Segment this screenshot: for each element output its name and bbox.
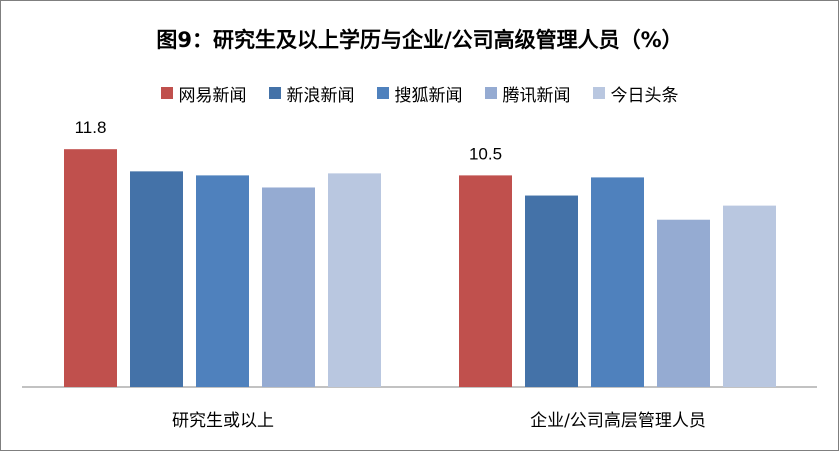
category-label: 企业/公司高层管理人员 <box>530 411 706 431</box>
legend-label: 腾讯新闻 <box>502 85 571 106</box>
bar <box>657 219 710 387</box>
legend-swatch <box>268 87 281 99</box>
legend-item: 今日头条 <box>592 81 679 106</box>
chart-legend: 网易新闻 新浪新闻 搜狐新闻 腾讯新闻 今日头条 <box>0 81 839 106</box>
legend-label: 网易新闻 <box>178 85 247 106</box>
data-label: 11.8 <box>75 118 107 137</box>
bar <box>130 171 183 387</box>
legend-label: 搜狐新闻 <box>394 85 463 106</box>
chart-title: 图9：研究生及以上学历与企业/公司高级管理人员（%） <box>156 28 683 52</box>
bar <box>196 175 249 387</box>
bar <box>328 173 381 387</box>
bar <box>525 195 578 387</box>
legend-item: 搜狐新闻 <box>376 81 463 106</box>
legend-swatch <box>376 87 389 99</box>
bar <box>459 175 512 387</box>
legend-item: 腾讯新闻 <box>484 81 571 106</box>
bar <box>591 177 644 387</box>
category-label: 研究生或以上 <box>172 411 274 431</box>
bar <box>64 149 117 387</box>
data-label: 10.5 <box>469 144 502 163</box>
legend-item: 网易新闻 <box>160 81 247 106</box>
legend-swatch <box>592 87 605 99</box>
bar <box>723 205 776 387</box>
legend-item: 新浪新闻 <box>268 81 355 106</box>
legend-swatch <box>160 87 173 99</box>
legend-label: 新浪新闻 <box>286 85 355 106</box>
bar <box>262 187 315 387</box>
legend-swatch <box>484 87 497 99</box>
legend-label: 今日头条 <box>610 85 679 106</box>
